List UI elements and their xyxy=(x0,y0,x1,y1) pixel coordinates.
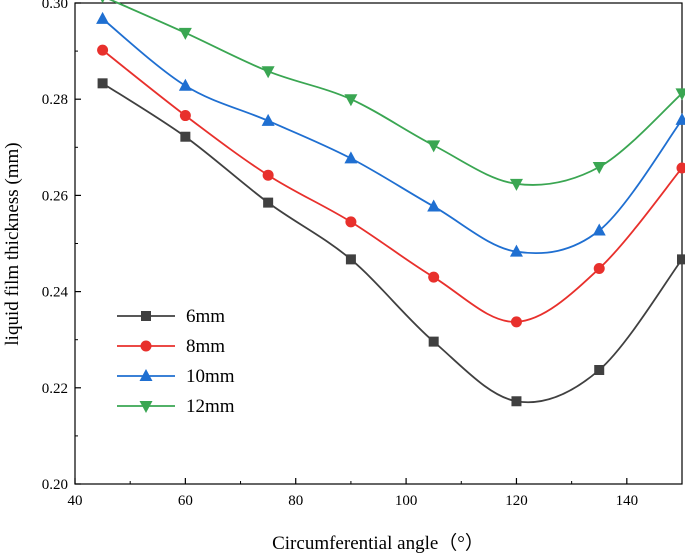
series-6mm xyxy=(97,78,685,407)
y-tick-label: 0.26 xyxy=(42,188,69,204)
plot-area xyxy=(74,2,683,485)
data-point-8mm xyxy=(345,216,357,228)
data-point-12mm xyxy=(592,162,606,175)
axis-ticks: 40 60 80 100 120 140 0.20 0.22 0.24 0.26 0.28 0.30 xyxy=(42,0,638,509)
data-point-8mm xyxy=(593,263,605,275)
data-point-12mm xyxy=(100,0,105,4)
series-layer xyxy=(96,0,685,407)
x-tick-label: 120 xyxy=(505,493,528,509)
series-10mm xyxy=(96,11,685,257)
data-point-6mm xyxy=(428,336,439,347)
legend-marker-10mm xyxy=(139,369,153,381)
data-point-12mm xyxy=(344,94,358,107)
legend-label-6mm: 6mm xyxy=(186,306,225,327)
series-line-8mm xyxy=(102,49,683,323)
y-tick-label: 0.22 xyxy=(42,381,68,397)
data-point-10mm xyxy=(509,244,523,257)
legend-marker-12mm xyxy=(139,401,153,413)
x-tick-label: 140 xyxy=(616,493,639,509)
series-line-12mm xyxy=(108,0,683,186)
data-point-12mm xyxy=(675,88,685,101)
series-8mm xyxy=(97,44,685,328)
data-point-12mm xyxy=(178,27,192,40)
x-tick-label: 60 xyxy=(178,493,193,509)
legend-label-10mm: 10mm xyxy=(186,366,235,387)
data-point-10mm xyxy=(427,199,441,212)
legend: 6mm 8mm 10mm 12mm xyxy=(117,306,235,417)
data-point-12mm xyxy=(427,140,441,153)
data-point-6mm xyxy=(594,365,605,376)
data-point-10mm xyxy=(675,112,685,125)
data-point-8mm xyxy=(179,110,191,122)
legend-label-8mm: 8mm xyxy=(186,336,225,357)
data-point-8mm xyxy=(262,169,274,181)
data-point-10mm xyxy=(344,151,358,164)
legend-label-12mm: 12mm xyxy=(186,396,235,417)
legend-marker-6mm xyxy=(141,311,151,321)
y-tick-label: 0.30 xyxy=(42,0,68,12)
data-point-6mm xyxy=(677,254,685,265)
y-tick-label: 0.28 xyxy=(42,92,68,108)
data-point-10mm xyxy=(261,113,275,126)
data-point-8mm xyxy=(428,271,440,283)
data-point-6mm xyxy=(180,131,191,142)
x-tick-label: 80 xyxy=(288,493,303,509)
data-point-8mm xyxy=(676,162,685,174)
data-point-8mm xyxy=(97,44,109,56)
data-point-6mm xyxy=(345,254,356,265)
data-point-10mm xyxy=(178,78,192,91)
data-point-6mm xyxy=(97,78,108,89)
x-axis-title: Circumferential angle（°） xyxy=(272,532,484,554)
y-tick-label: 0.24 xyxy=(42,285,69,301)
data-point-8mm xyxy=(510,316,522,328)
y-tick-label: 0.20 xyxy=(42,477,68,493)
legend-marker-8mm xyxy=(140,340,152,352)
data-point-10mm xyxy=(96,11,110,24)
y-axis-title: liquid film thickness (mm) xyxy=(2,142,23,345)
data-point-6mm xyxy=(263,197,274,208)
data-point-12mm xyxy=(261,66,275,79)
data-point-12mm xyxy=(509,178,523,191)
x-tick-label: 40 xyxy=(68,493,83,509)
data-point-10mm xyxy=(592,223,606,236)
x-tick-label: 100 xyxy=(395,493,418,509)
series-12mm xyxy=(100,0,685,191)
data-point-6mm xyxy=(511,396,522,407)
